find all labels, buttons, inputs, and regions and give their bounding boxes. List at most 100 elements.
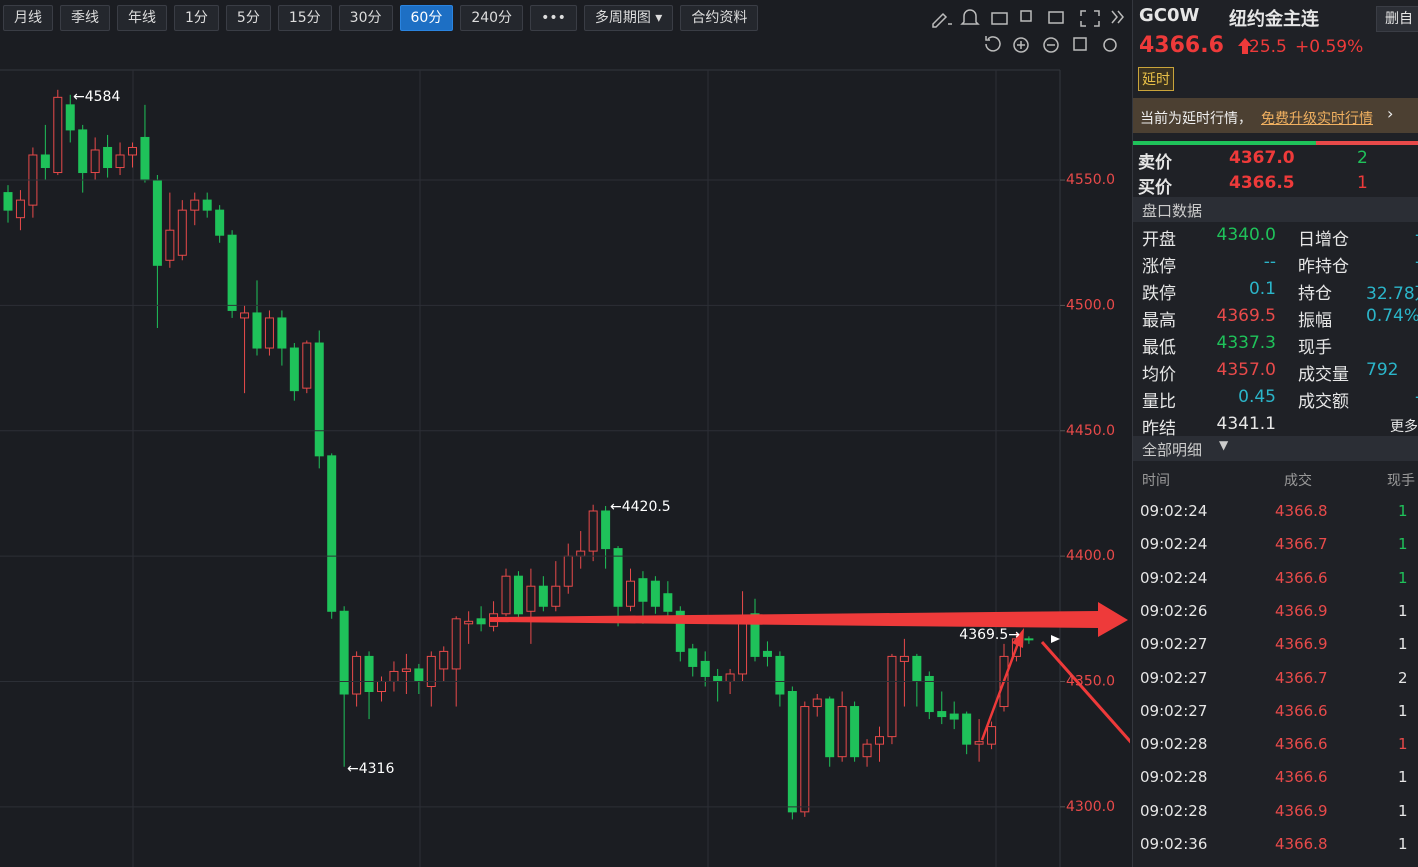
section-title: 盘口数据 xyxy=(1142,202,1203,220)
stat-label: 日增仓 xyxy=(1298,230,1349,250)
stat-label: 成交量 xyxy=(1298,365,1349,385)
candle-body xyxy=(887,655,897,738)
dropdown-caret[interactable]: ▼ xyxy=(1219,438,1229,452)
button-label: 15分 xyxy=(288,10,321,26)
toolbar: 月线 季线 年线 1分 5分 15分 30分 60分 240分 ••• 多周期图 ▾ 合约资料 xyxy=(3,5,759,31)
candle-body xyxy=(775,655,785,695)
more-link[interactable]: 更多 xyxy=(1390,419,1418,435)
stat-value: 4341.1 xyxy=(1216,414,1276,434)
candle-body xyxy=(563,555,573,587)
section-header xyxy=(1133,197,1418,222)
button-label: 240分 xyxy=(471,10,513,26)
column-header: 时间 xyxy=(1142,473,1170,489)
column-header: 成交 xyxy=(1284,473,1312,489)
candle-body xyxy=(289,347,299,392)
candle-body xyxy=(825,698,835,758)
link-chevron: › xyxy=(1387,104,1394,123)
arrow xyxy=(1040,641,1130,744)
stat-value: - xyxy=(1415,252,1418,272)
tool-icons[interactable] xyxy=(932,9,1124,53)
stat-label: 量比 xyxy=(1142,392,1176,412)
trade-time: 09:02:26 xyxy=(1140,601,1208,620)
window-icon[interactable] xyxy=(1020,10,1032,22)
arrow-head xyxy=(1012,628,1024,648)
alert-icon[interactable] xyxy=(960,9,980,25)
trade-time: 09:02:24 xyxy=(1140,535,1208,554)
candle-body xyxy=(15,199,25,219)
period-button[interactable]: 60分 xyxy=(399,5,454,31)
candle-body xyxy=(165,229,175,261)
undo-icon[interactable] xyxy=(985,36,1001,52)
trade-time: 09:02:36 xyxy=(1140,835,1208,853)
fullscreen-icon[interactable] xyxy=(1080,10,1100,27)
trade-price: 4366.8 xyxy=(1275,502,1328,520)
stat-label: 昨持仓 xyxy=(1298,257,1349,277)
stat-label: 成交额 xyxy=(1298,392,1349,412)
period-button[interactable]: 30分 xyxy=(338,5,393,31)
candle-body xyxy=(601,510,611,550)
candle-body xyxy=(725,673,735,682)
trade-volume: 1 xyxy=(1398,502,1408,520)
candle-body xyxy=(949,713,959,720)
candle-body xyxy=(177,209,187,256)
candle-body xyxy=(812,698,822,708)
button-label: 年线 xyxy=(128,10,156,26)
period-button[interactable]: 多周期图 ▾ xyxy=(583,5,674,31)
camera-icon[interactable] xyxy=(991,12,1008,25)
trade-volume: 2 xyxy=(1398,668,1408,687)
candle-body xyxy=(663,593,673,612)
trade-price: 4366.6 xyxy=(1275,735,1328,754)
candle-body xyxy=(762,650,772,657)
period-button[interactable]: 年线 xyxy=(117,5,167,31)
period-button[interactable]: 5分 xyxy=(225,5,271,31)
period-button[interactable]: 240分 xyxy=(460,5,524,31)
upgrade-link[interactable]: 免费升级实时行情 xyxy=(1261,111,1373,127)
zoom-out-icon[interactable] xyxy=(1043,37,1059,53)
candle-body xyxy=(875,736,884,745)
candle-body xyxy=(339,610,349,695)
stat-value: 4337.3 xyxy=(1216,333,1276,353)
stat-value: 4369.5 xyxy=(1216,306,1276,326)
period-button[interactable]: 1分 xyxy=(174,5,219,31)
candle-body xyxy=(439,650,449,670)
period-button[interactable]: 15分 xyxy=(277,5,332,31)
settings-icon[interactable] xyxy=(1103,38,1117,52)
zoom-in-icon[interactable] xyxy=(1013,37,1029,53)
candle-body xyxy=(638,578,648,602)
period-button[interactable]: ••• xyxy=(530,5,577,31)
period-button[interactable]: 合约资料 xyxy=(680,5,759,31)
price-marker xyxy=(1051,635,1060,643)
candle-body xyxy=(700,660,710,677)
book-qty: 1 xyxy=(1357,173,1368,193)
candle-body xyxy=(364,655,374,693)
candle-body xyxy=(962,713,972,745)
candle-body xyxy=(688,648,698,667)
candle-body xyxy=(389,670,399,682)
screen-icon[interactable] xyxy=(1048,11,1064,24)
period-button[interactable]: 季线 xyxy=(60,5,110,31)
trade-price: 4366.7 xyxy=(1275,668,1328,687)
candle-body xyxy=(650,580,660,607)
candle-body xyxy=(190,199,200,211)
trade-volume: 1 xyxy=(1398,701,1408,720)
stat-value: 0.1 xyxy=(1248,279,1276,299)
candle-body xyxy=(924,675,934,713)
trade-time: 09:02:27 xyxy=(1140,635,1208,654)
watchlist-button[interactable]: 删自 xyxy=(1376,6,1418,32)
collapse-icon[interactable] xyxy=(1111,10,1124,24)
y-tick-label: 4400.0 xyxy=(1066,548,1115,564)
period-button[interactable]: 月线 xyxy=(3,5,53,31)
trade-volume: 1 xyxy=(1398,601,1408,620)
stat-value: - xyxy=(1415,387,1418,407)
layout-icon[interactable] xyxy=(1073,37,1087,51)
candle-body xyxy=(513,575,523,615)
stat-value: 0.45 xyxy=(1238,387,1276,407)
notice: 当前为延时行情， xyxy=(1140,111,1252,127)
candle-body xyxy=(140,136,150,181)
draw-icon[interactable] xyxy=(932,12,952,28)
trade-time: 09:02:27 xyxy=(1140,701,1208,720)
y-tick-label: 4450.0 xyxy=(1066,423,1115,439)
candle-body xyxy=(937,711,947,718)
stat-label: 昨结 xyxy=(1142,419,1176,439)
section-title[interactable]: 全部明细 xyxy=(1142,441,1203,459)
